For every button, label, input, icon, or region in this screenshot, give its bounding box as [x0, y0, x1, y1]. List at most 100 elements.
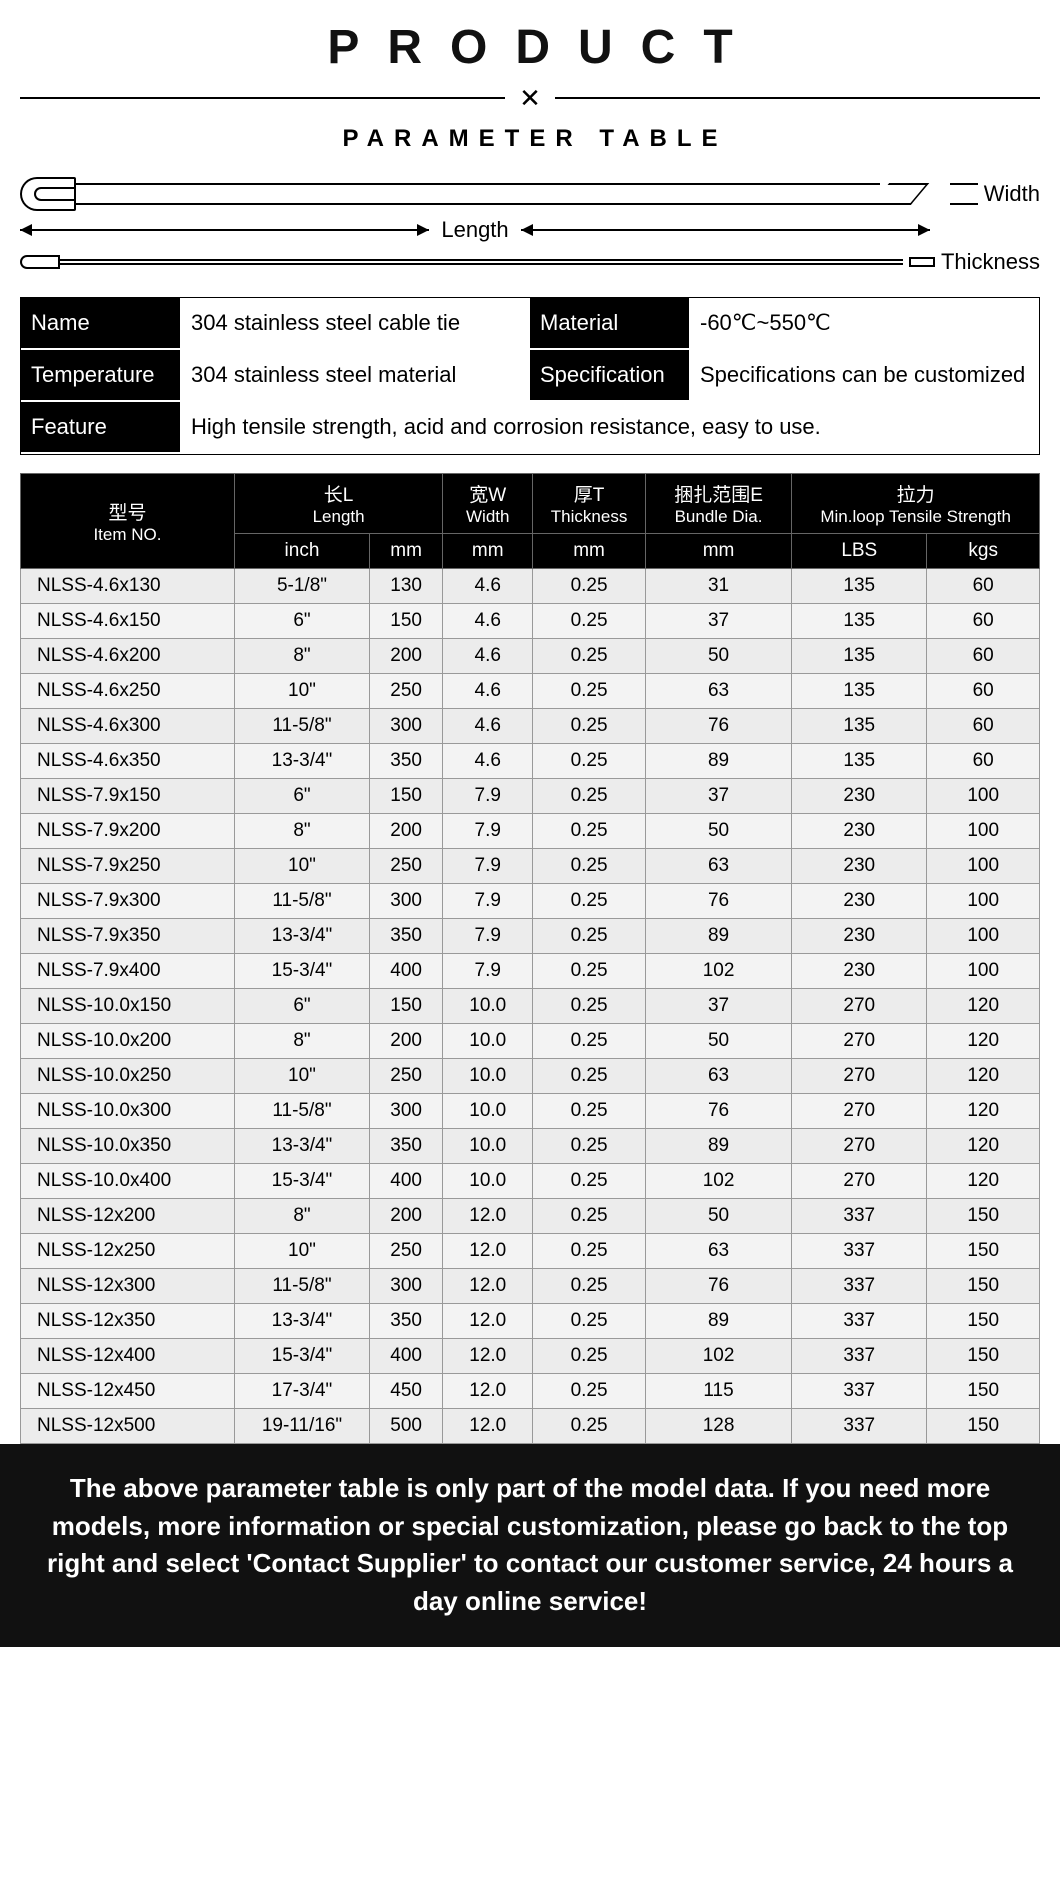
cell-b: 76 [645, 884, 791, 919]
cell-mm: 300 [370, 1269, 443, 1304]
cell-inch: 8" [234, 1199, 369, 1234]
cell-lbs: 337 [792, 1339, 927, 1374]
cell-w: 12.0 [443, 1269, 533, 1304]
info-label: Name [21, 298, 181, 350]
cell-inch: 8" [234, 639, 369, 674]
cell-lbs: 270 [792, 989, 927, 1024]
cell-lbs: 337 [792, 1199, 927, 1234]
cell-w: 4.6 [443, 674, 533, 709]
cell-b: 63 [645, 674, 791, 709]
cell-kgs: 120 [927, 1094, 1040, 1129]
cell-mm: 150 [370, 604, 443, 639]
cell-t: 0.25 [533, 1059, 646, 1094]
cell-item: NLSS-12x200 [21, 1199, 235, 1234]
cell-kgs: 150 [927, 1199, 1040, 1234]
table-row: NLSS-7.9x2008"2007.90.2550230100 [21, 814, 1040, 849]
unit-width-mm: mm [443, 534, 533, 569]
table-row: NLSS-4.6x1305-1/8"1304.60.253113560 [21, 569, 1040, 604]
cell-item: NLSS-12x350 [21, 1304, 235, 1339]
table-row: NLSS-7.9x40015-3/4"4007.90.25102230100 [21, 954, 1040, 989]
table-row: NLSS-12x50019-11/16"50012.00.25128337150 [21, 1409, 1040, 1444]
cell-item: NLSS-12x450 [21, 1374, 235, 1409]
table-row: NLSS-12x2008"20012.00.2550337150 [21, 1199, 1040, 1234]
cell-mm: 400 [370, 1339, 443, 1374]
cell-t: 0.25 [533, 709, 646, 744]
cell-lbs: 230 [792, 919, 927, 954]
cell-t: 0.25 [533, 1234, 646, 1269]
cell-w: 10.0 [443, 1094, 533, 1129]
cell-mm: 150 [370, 779, 443, 814]
cell-kgs: 100 [927, 954, 1040, 989]
cell-item: NLSS-10.0x150 [21, 989, 235, 1024]
info-value: High tensile strength, acid and corrosio… [181, 402, 1039, 454]
cell-inch: 8" [234, 1024, 369, 1059]
cell-b: 102 [645, 1164, 791, 1199]
cell-kgs: 120 [927, 1024, 1040, 1059]
page-title: PRODUCT [20, 20, 1040, 75]
cell-item: NLSS-12x250 [21, 1234, 235, 1269]
cell-w: 10.0 [443, 1059, 533, 1094]
cell-b: 50 [645, 1024, 791, 1059]
unit-kgs: kgs [927, 534, 1040, 569]
cell-mm: 200 [370, 1024, 443, 1059]
cell-b: 115 [645, 1374, 791, 1409]
cell-mm: 250 [370, 1234, 443, 1269]
spec-table: 型号 Item NO. 长L Length 宽W Width 厚T Thickn… [20, 473, 1040, 1444]
table-row: NLSS-10.0x1506"15010.00.2537270120 [21, 989, 1040, 1024]
cell-item: NLSS-7.9x350 [21, 919, 235, 954]
cell-w: 12.0 [443, 1409, 533, 1444]
cell-t: 0.25 [533, 814, 646, 849]
cell-t: 0.25 [533, 1269, 646, 1304]
info-block: Name304 stainless steel cable tieMateria… [20, 297, 1040, 455]
cell-kgs: 120 [927, 989, 1040, 1024]
cell-w: 4.6 [443, 709, 533, 744]
unit-length-mm: mm [370, 534, 443, 569]
cell-w: 12.0 [443, 1234, 533, 1269]
cell-inch: 13-3/4" [234, 744, 369, 779]
cell-lbs: 135 [792, 709, 927, 744]
cell-b: 102 [645, 1339, 791, 1374]
cell-item: NLSS-7.9x200 [21, 814, 235, 849]
unit-lbs: LBS [792, 534, 927, 569]
cell-w: 7.9 [443, 954, 533, 989]
cell-mm: 450 [370, 1374, 443, 1409]
cell-mm: 200 [370, 814, 443, 849]
cell-inch: 19-11/16" [234, 1409, 369, 1444]
cell-t: 0.25 [533, 1304, 646, 1339]
footer-note: The above parameter table is only part o… [0, 1444, 1060, 1647]
cell-lbs: 230 [792, 779, 927, 814]
cell-b: 102 [645, 954, 791, 989]
info-label: Temperature [21, 350, 181, 402]
cell-kgs: 120 [927, 1129, 1040, 1164]
cell-kgs: 150 [927, 1304, 1040, 1339]
cell-kgs: 60 [927, 744, 1040, 779]
cell-lbs: 135 [792, 744, 927, 779]
cell-mm: 400 [370, 1164, 443, 1199]
cell-b: 76 [645, 1269, 791, 1304]
cell-b: 50 [645, 639, 791, 674]
cell-inch: 5-1/8" [234, 569, 369, 604]
cell-inch: 11-5/8" [234, 1094, 369, 1129]
cell-item: NLSS-10.0x400 [21, 1164, 235, 1199]
table-row: NLSS-4.6x30011-5/8"3004.60.257613560 [21, 709, 1040, 744]
cell-lbs: 135 [792, 604, 927, 639]
info-label: Material [530, 298, 690, 350]
cell-kgs: 150 [927, 1374, 1040, 1409]
cell-mm: 300 [370, 884, 443, 919]
cell-lbs: 270 [792, 1024, 927, 1059]
cell-item: NLSS-4.6x350 [21, 744, 235, 779]
cell-kgs: 60 [927, 639, 1040, 674]
cell-t: 0.25 [533, 639, 646, 674]
cell-mm: 250 [370, 674, 443, 709]
cell-b: 63 [645, 849, 791, 884]
col-item: 型号 Item NO. [21, 474, 235, 569]
length-label: Length [429, 217, 520, 243]
cell-inch: 13-3/4" [234, 1304, 369, 1339]
cell-t: 0.25 [533, 744, 646, 779]
cell-item: NLSS-10.0x300 [21, 1094, 235, 1129]
cell-inch: 10" [234, 1059, 369, 1094]
cell-inch: 10" [234, 1234, 369, 1269]
cell-inch: 8" [234, 814, 369, 849]
table-row: NLSS-10.0x40015-3/4"40010.00.25102270120 [21, 1164, 1040, 1199]
cell-lbs: 135 [792, 674, 927, 709]
